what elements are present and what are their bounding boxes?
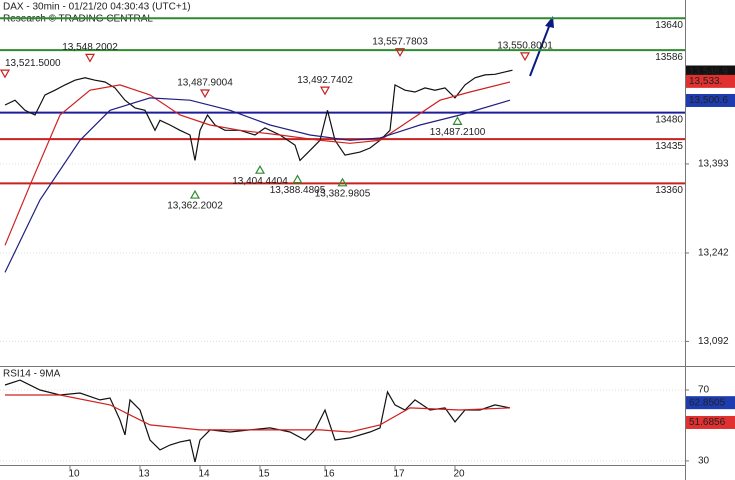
swing-label: 13,557.7803 [372, 36, 428, 47]
swing-label: 13,550.8001 [497, 41, 553, 52]
x-tick-label: 14 [198, 469, 210, 480]
swing-label: 13,492.7402 [297, 75, 353, 86]
price-box-label: 13,548.9 [689, 67, 728, 78]
level-label: 13360 [655, 185, 683, 196]
chart-title: DAX - 30min - 01/21/20 04:30:43 (UTC+1) [3, 2, 191, 13]
swing-marker [292, 174, 303, 184]
price-box-label: 13,533. [689, 76, 722, 87]
swing-marker [452, 116, 463, 125]
swing-label: 13,521.5000 [5, 58, 61, 69]
x-tick-label: 16 [323, 469, 335, 480]
price-box [686, 396, 735, 410]
swing-marker [0, 69, 11, 79]
series-line [4, 97, 511, 273]
swing-label: 13,362.2002 [167, 201, 223, 212]
y-tick-label: 13,242 [698, 248, 729, 259]
swing-marker [254, 164, 266, 174]
x-tick-label: 20 [453, 469, 465, 480]
series-line [5, 394, 511, 433]
level-label: 13435 [655, 141, 683, 152]
swing-label: 13,404.4404 [232, 176, 288, 187]
swing-label: 13,487.2100 [430, 127, 486, 138]
rsi-title: RSI14 - 9MA [3, 369, 61, 380]
swing-marker [319, 86, 331, 96]
swing-label: 13,487.9004 [177, 78, 233, 89]
level-label: 13586 [655, 52, 683, 63]
x-tick-label: 13 [138, 469, 150, 480]
series-line [4, 69, 513, 162]
y-tick-label: 70 [698, 385, 710, 396]
swing-marker [189, 189, 201, 199]
swing-label: 13,548.2002 [62, 42, 118, 53]
y-tick-label: 13,393 [698, 159, 729, 170]
swing-marker [337, 177, 348, 187]
x-tick-label: 17 [393, 469, 405, 480]
swing-marker [394, 48, 406, 57]
swing-label: 13,382.9805 [315, 188, 371, 199]
price-box-label: 51.6856 [689, 417, 726, 428]
x-tick-label: 15 [258, 469, 270, 480]
swing-marker [199, 89, 211, 99]
price-box [686, 93, 735, 107]
price-box-label: 62.8505 [689, 397, 726, 408]
x-tick-label: 10 [68, 469, 80, 480]
y-tick-label: 13,092 [698, 336, 729, 347]
swing-label: 13,388.4805 [270, 185, 326, 196]
level-label: 13640 [655, 20, 683, 31]
price-box [686, 415, 735, 429]
swing-marker [519, 52, 531, 62]
swing-marker [84, 53, 96, 63]
price-box [686, 74, 735, 88]
level-label: 13480 [655, 114, 683, 125]
series-line [4, 81, 511, 246]
price-box-label: 13,500.6 [689, 95, 728, 106]
y-tick-label: 30 [698, 456, 710, 467]
